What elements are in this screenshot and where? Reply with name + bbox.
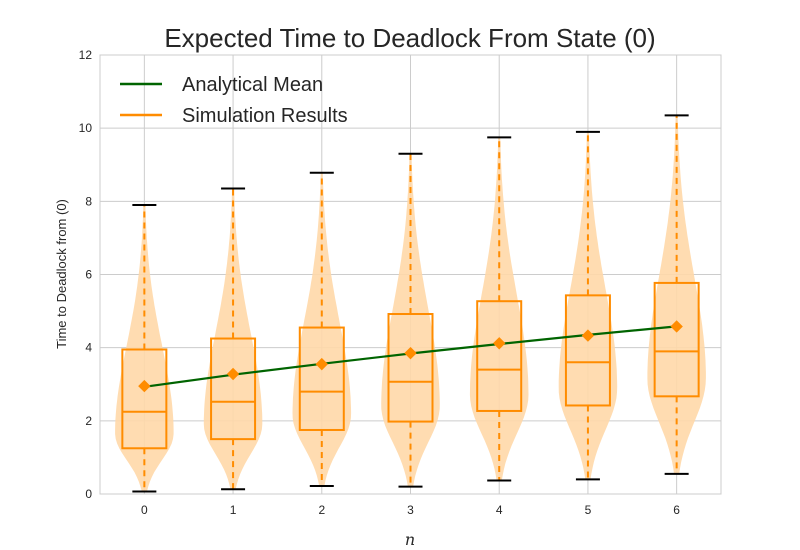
y-tick-label: 6 [85,268,92,282]
y-tick-labels: 0 2 4 6 8 10 12 [79,48,93,501]
x-tick-label: 0 [141,503,148,517]
mean-marker [226,367,240,381]
violin-6 [647,115,706,474]
y-tick-label: 4 [85,341,92,355]
mean-marker [493,337,506,350]
x-tick-label: 4 [496,503,503,517]
mean-marker [315,357,328,371]
y-axis-label: Time to Deadlock from (0) [54,199,69,349]
legend-label: Analytical Mean [182,74,323,96]
legend-label: Simulation Results [182,105,348,127]
mean-marker [404,346,417,360]
box-1 [210,337,257,441]
box-2 [298,326,345,431]
mean-marker [670,320,683,333]
legend: Analytical Mean Simulation Results [120,74,348,127]
box-6 [653,281,700,398]
violin-4 [469,137,529,481]
box-3 [387,313,434,423]
box-5 [564,294,611,407]
plot-border [99,54,722,495]
mean-marker [581,329,595,342]
y-tick-label: 12 [79,48,93,62]
x-tick-label: 6 [673,503,680,517]
chart-title: Expected Time to Deadlock From State (0) [164,23,655,53]
x-axis-label: n [405,530,415,549]
violin-5 [558,131,618,480]
mean-marker-group [138,320,683,393]
x-tick-label: 2 [318,503,325,517]
x-tick-label: 3 [407,503,414,517]
y-tick-label: 2 [85,414,92,428]
y-tick-label: 0 [85,487,92,501]
x-tick-labels: 0 1 2 3 4 5 6 [141,503,680,517]
y-tick-label: 8 [85,194,92,208]
box-group [121,114,700,493]
x-tick-label: 5 [585,503,592,517]
y-tick-label: 10 [79,121,93,135]
box-0 [121,348,168,450]
x-tick-label: 1 [230,503,237,517]
mean-marker [138,379,151,393]
violin-3 [381,153,440,487]
box-4 [476,300,523,412]
violin-2 [292,172,352,487]
